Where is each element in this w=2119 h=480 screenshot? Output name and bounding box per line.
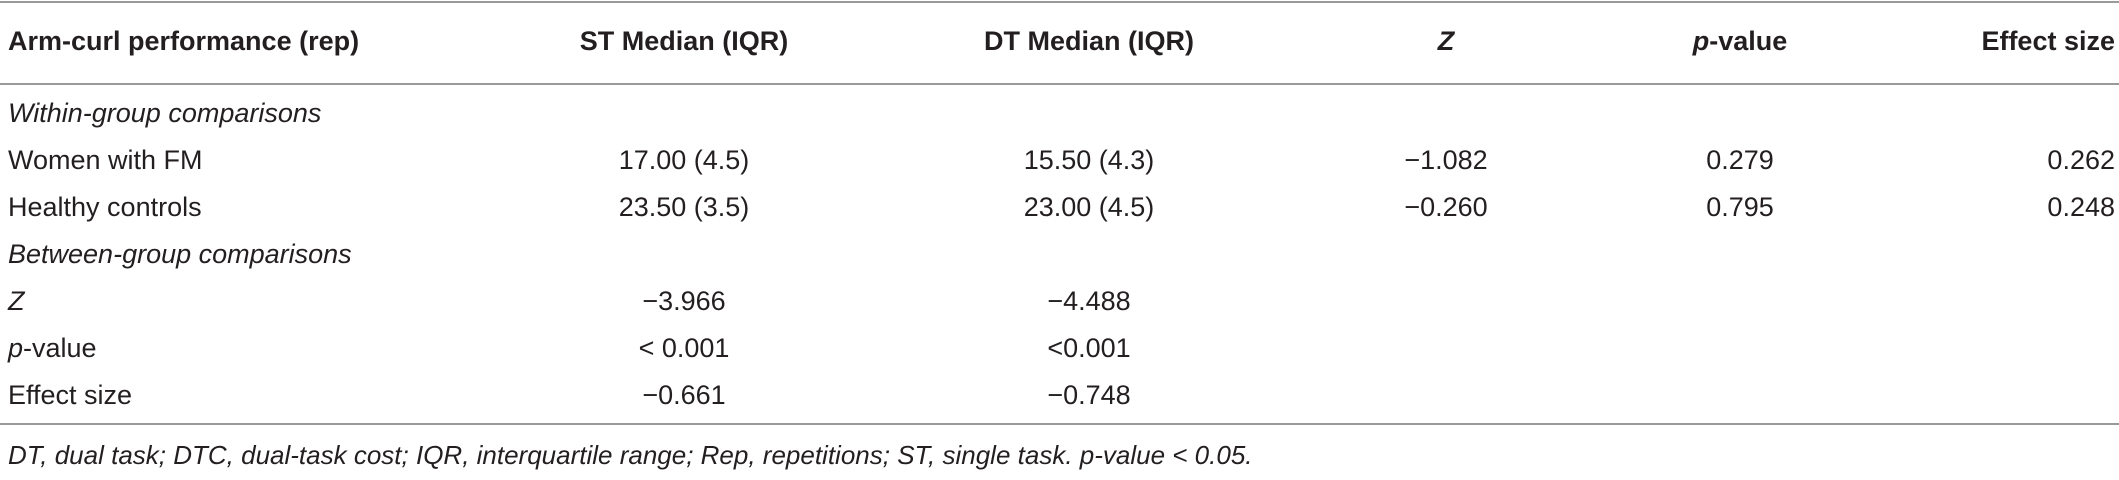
dt-median-cell: −0.748 bbox=[1047, 380, 1131, 410]
table-header-rule bbox=[0, 83, 2119, 85]
table-row: Women with FM 17.00 (4.5) 15.50 (4.3) −1… bbox=[0, 136, 2119, 184]
z-cell: −1.082 bbox=[1404, 145, 1488, 175]
dt-median-cell: −4.488 bbox=[1047, 286, 1131, 316]
table-row: Healthy controls 23.50 (3.5) 23.00 (4.5)… bbox=[0, 183, 2119, 231]
header-p-italic: p bbox=[1692, 26, 1710, 56]
table-bottom-rule bbox=[0, 423, 2119, 425]
table-row: p-value < 0.001 <0.001 bbox=[0, 324, 2119, 372]
section-label-between: Between-group comparisons bbox=[8, 239, 352, 269]
dt-median-cell: 23.00 (4.5) bbox=[1023, 192, 1155, 222]
header-p-rest: -value bbox=[1709, 26, 1788, 56]
effect-size-cell: 0.262 bbox=[2047, 145, 2115, 175]
row-label-p-rest: -value bbox=[23, 333, 97, 363]
row-label: Healthy controls bbox=[8, 192, 202, 222]
table-header-row: Arm-curl performance (rep) ST Median (IQ… bbox=[0, 17, 2119, 65]
table-top-rule bbox=[0, 1, 2119, 3]
dt-median-cell: 15.50 (4.3) bbox=[1023, 145, 1155, 175]
effect-size-cell: 0.248 bbox=[2047, 192, 2115, 222]
table-row: Effect size −0.661 −0.748 bbox=[0, 371, 2119, 419]
section-label-within: Within-group comparisons bbox=[8, 98, 322, 128]
section-row-between: Between-group comparisons bbox=[0, 230, 2119, 278]
row-label-p-value: p-value bbox=[8, 324, 97, 372]
header-effect-size: Effect size bbox=[1981, 26, 2115, 56]
st-median-cell: < 0.001 bbox=[638, 333, 730, 363]
dt-median-cell: <0.001 bbox=[1047, 333, 1131, 363]
header-z: Z bbox=[1437, 26, 1455, 56]
st-median-cell: −3.966 bbox=[642, 286, 726, 316]
header-dt-median: DT Median (IQR) bbox=[984, 26, 1194, 56]
row-label-p-italic: p bbox=[8, 333, 24, 363]
header-p-value: p-value bbox=[1693, 17, 1788, 65]
row-label-effect-size: Effect size bbox=[8, 380, 133, 410]
p-value-cell: 0.279 bbox=[1706, 145, 1774, 175]
row-label: Women with FM bbox=[8, 145, 203, 175]
table-row: Z −3.966 −4.488 bbox=[0, 277, 2119, 325]
header-st-median: ST Median (IQR) bbox=[579, 26, 789, 56]
st-median-cell: 23.50 (3.5) bbox=[618, 192, 750, 222]
p-value-cell: 0.795 bbox=[1706, 192, 1774, 222]
st-median-cell: −0.661 bbox=[642, 380, 726, 410]
z-cell: −0.260 bbox=[1404, 192, 1488, 222]
row-label-z: Z bbox=[8, 286, 25, 316]
st-median-cell: 17.00 (4.5) bbox=[618, 145, 750, 175]
header-arm-curl-performance: Arm-curl performance (rep) bbox=[8, 26, 360, 56]
section-row-within: Within-group comparisons bbox=[0, 89, 2119, 137]
table-footnote: DT, dual task; DTC, dual-task cost; IQR,… bbox=[8, 440, 1253, 470]
